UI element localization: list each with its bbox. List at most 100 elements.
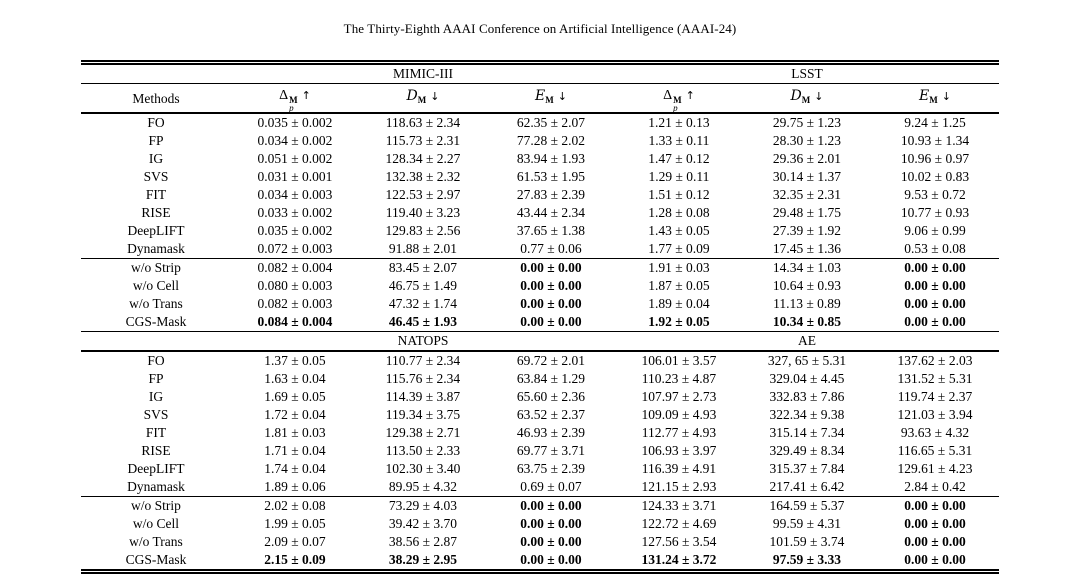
value-cell: 10.96 ± 0.97 <box>900 151 970 166</box>
delta-symbol: Δ <box>279 88 289 103</box>
value-cell: 0.084 ± 0.004 <box>257 314 333 329</box>
value-cell: 10.77 ± 0.93 <box>900 205 970 220</box>
value-cell: 1.37 ± 0.05 <box>264 353 326 368</box>
value-cell: 83.94 ± 1.93 <box>516 151 586 166</box>
value-cell: 1.21 ± 0.13 <box>648 115 710 130</box>
value-cell: 10.64 ± 0.93 <box>772 278 842 293</box>
value-cell: 129.61 ± 4.23 <box>897 461 973 476</box>
value-cell: 39.42 ± 3.70 <box>388 516 458 531</box>
method-cell: FIT <box>145 187 167 202</box>
value-cell: 322.34 ± 9.38 <box>769 407 845 422</box>
metric-column-header-D: DM ↓ <box>742 83 871 114</box>
value-cell: 38.29 ± 2.95 <box>388 552 458 567</box>
value-cell: 329.04 ± 4.45 <box>769 371 845 386</box>
value-cell: 119.40 ± 3.23 <box>385 205 461 220</box>
table-row-fit: FIT 1.81 ± 0.03 129.38 ± 2.71 46.93 ± 2.39 1… <box>81 424 999 442</box>
method-cell: RISE <box>141 443 171 458</box>
value-cell: 332.83 ± 7.86 <box>769 389 845 404</box>
value-cell: 315.37 ± 7.84 <box>769 461 845 476</box>
value-cell: 119.74 ± 2.37 <box>897 389 973 404</box>
value-cell: 17.45 ± 1.36 <box>772 241 842 256</box>
table-body-mimic-lsst: FO 0.035 ± 0.002 118.63 ± 2.34 62.35 ± 2.07… <box>80 113 999 332</box>
table-row-fp: FP 1.63 ± 0.04 115.76 ± 2.34 63.84 ± 1.29 11… <box>81 370 999 388</box>
metric-column-header-E: EM ↓ <box>486 83 615 114</box>
value-cell: 0.00 ± 0.00 <box>904 552 966 567</box>
method-cell: SVS <box>143 407 169 422</box>
table-row-fo: FO 1.37 ± 0.05 110.77 ± 2.34 69.72 ± 2.01 10… <box>81 351 999 370</box>
value-cell: 0.00 ± 0.00 <box>520 314 582 329</box>
value-cell: 0.00 ± 0.00 <box>904 278 966 293</box>
up-arrow-icon: ↑ <box>301 89 311 102</box>
value-cell: 107.97 ± 2.73 <box>641 389 717 404</box>
script-letter: E <box>919 88 930 104</box>
dataset-group-row-top: MIMIC-III LSST <box>80 62 999 84</box>
value-cell: 0.035 ± 0.002 <box>257 115 333 130</box>
value-cell: 63.52 ± 2.37 <box>516 407 586 422</box>
value-cell: 315.14 ± 7.34 <box>769 425 845 440</box>
value-cell: 0.00 ± 0.00 <box>870 496 999 515</box>
value-cell: 1.92 ± 0.05 <box>648 314 710 329</box>
value-cell: 119.34 ± 3.75 <box>385 407 461 422</box>
value-cell: 129.83 ± 2.56 <box>385 223 461 238</box>
value-cell: 0.00 ± 0.00 <box>520 552 582 567</box>
down-arrow-icon: ↓ <box>814 90 824 103</box>
value-cell: 110.77 ± 2.34 <box>385 353 461 368</box>
value-cell: 132.38 ± 2.32 <box>385 169 461 184</box>
value-cell: 63.75 ± 2.39 <box>516 461 586 476</box>
value-cell: 83.45 ± 2.07 <box>358 258 487 277</box>
method-cell: IG <box>148 151 164 166</box>
value-cell: 0.00 ± 0.00 <box>520 296 582 311</box>
table-row-rise: RISE 1.71 ± 0.04 113.50 ± 2.33 69.77 ± 3.71… <box>81 442 999 460</box>
value-cell: 0.035 ± 0.002 <box>257 223 333 238</box>
up-arrow-icon: ↑ <box>685 89 695 102</box>
value-cell: 93.63 ± 4.32 <box>900 425 970 440</box>
value-cell: 47.32 ± 1.74 <box>388 296 458 311</box>
value-cell: 10.93 ± 1.34 <box>900 133 970 148</box>
value-cell: 217.41 ± 6.42 <box>769 479 845 494</box>
value-cell: 115.76 ± 2.34 <box>385 371 461 386</box>
value-cell: 1.29 ± 0.11 <box>648 169 710 184</box>
value-cell: 101.59 ± 3.74 <box>769 534 845 549</box>
value-cell: 63.84 ± 1.29 <box>516 371 586 386</box>
value-cell: 62.35 ± 2.07 <box>516 115 586 130</box>
table-row-deeplift: DeepLIFT 1.74 ± 0.04 102.30 ± 3.40 63.75 ± … <box>81 460 999 478</box>
table-row-w-o-strip: w/o Strip 2.02 ± 0.08 73.29 ± 4.03 0.00 ± 0… <box>80 496 999 515</box>
value-cell: 1.89 ± 0.04 <box>648 296 710 311</box>
method-cell: w/o Cell <box>132 516 180 531</box>
table-row-w-o-cell: w/o Cell 0.080 ± 0.003 46.75 ± 1.49 0.00 ± … <box>81 277 999 295</box>
metric-column-header-E: EM ↓ <box>870 83 999 114</box>
value-cell: 1.99 ± 0.05 <box>264 516 326 531</box>
value-cell: 0.69 ± 0.07 <box>520 479 582 494</box>
value-cell: 116.39 ± 4.91 <box>641 461 717 476</box>
value-cell: 0.00 ± 0.00 <box>870 258 999 277</box>
table-row-w-o-cell: w/o Cell 1.99 ± 0.05 39.42 ± 3.70 0.00 ± 0.… <box>81 515 999 533</box>
dataset-group-ae: AE <box>614 331 999 352</box>
value-cell: 0.00 ± 0.00 <box>904 516 966 531</box>
method-cell: w/o Strip <box>80 496 231 515</box>
value-cell: 127.56 ± 3.54 <box>641 534 717 549</box>
value-cell: 77.28 ± 2.02 <box>516 133 586 148</box>
value-cell: 30.14 ± 1.37 <box>772 169 842 184</box>
value-cell: 0.00 ± 0.00 <box>904 314 966 329</box>
group-row-spacer <box>80 331 231 352</box>
table-row-svs: SVS 0.031 ± 0.001 132.38 ± 2.32 61.53 ± 1.9… <box>81 168 999 186</box>
table-row-w-o-trans: w/o Trans 0.082 ± 0.003 47.32 ± 1.74 0.00 ±… <box>81 295 999 313</box>
value-cell: 129.38 ± 2.71 <box>385 425 461 440</box>
value-cell: 122.72 ± 4.69 <box>641 516 717 531</box>
value-cell: 1.72 ± 0.04 <box>264 407 326 422</box>
value-cell: 102.30 ± 3.40 <box>385 461 461 476</box>
method-cell: Dynamask <box>127 479 185 494</box>
value-cell: 69.72 ± 2.01 <box>516 353 586 368</box>
method-cell: Dynamask <box>127 241 185 256</box>
method-cell: w/o Cell <box>132 278 180 293</box>
method-cell: CGS-Mask <box>125 552 187 567</box>
value-cell: 11.13 ± 0.89 <box>773 296 841 311</box>
value-cell: 1.43 ± 0.05 <box>648 223 710 238</box>
method-cell: FO <box>147 115 165 130</box>
value-cell: 116.65 ± 5.31 <box>897 443 973 458</box>
value-cell: 0.00 ± 0.00 <box>904 534 966 549</box>
value-cell: 91.88 ± 2.01 <box>388 241 458 256</box>
table-row-ig: IG 1.69 ± 0.05 114.39 ± 3.87 65.60 ± 2.36 10… <box>81 388 999 406</box>
